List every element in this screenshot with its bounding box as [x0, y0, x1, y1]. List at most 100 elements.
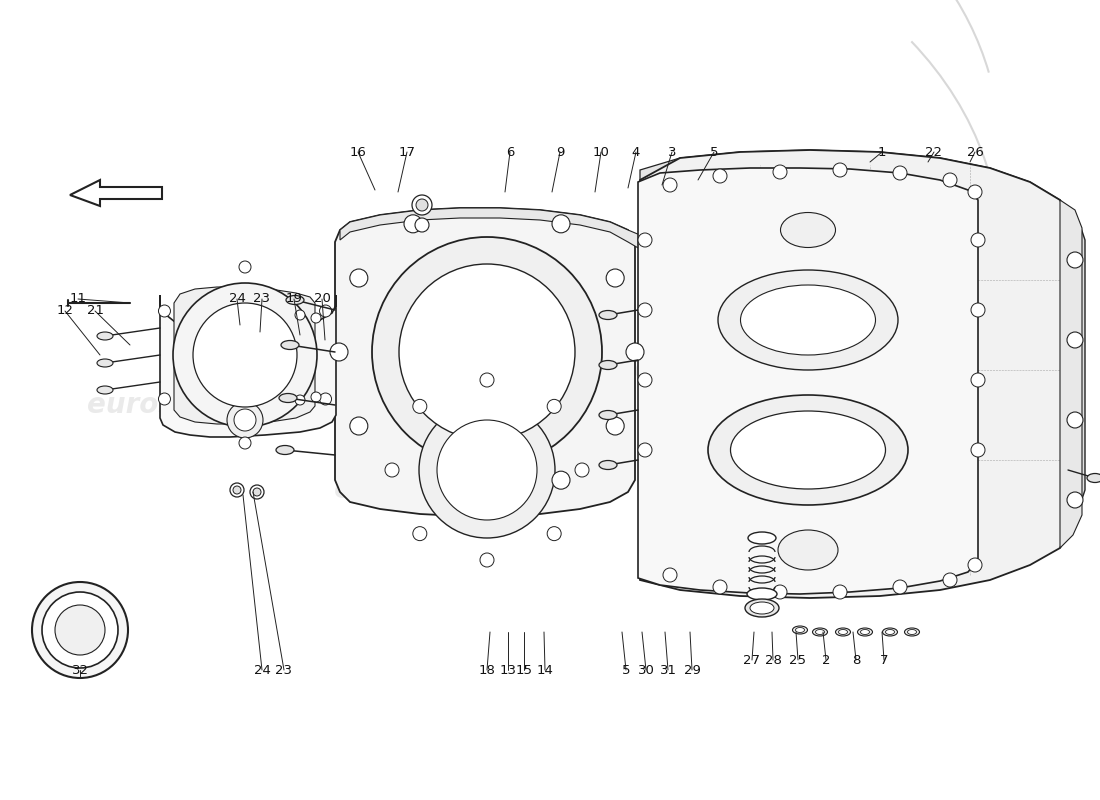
Text: 20: 20 — [314, 293, 330, 306]
Circle shape — [943, 573, 957, 587]
Circle shape — [42, 592, 118, 668]
Circle shape — [552, 471, 570, 489]
Text: 8: 8 — [851, 654, 860, 666]
Text: 23: 23 — [253, 293, 271, 306]
Circle shape — [663, 568, 676, 582]
Ellipse shape — [838, 630, 847, 634]
Circle shape — [480, 553, 494, 567]
Circle shape — [968, 185, 982, 199]
Ellipse shape — [747, 588, 777, 600]
Circle shape — [480, 373, 494, 387]
Circle shape — [234, 409, 256, 431]
Circle shape — [971, 233, 984, 247]
Text: 21: 21 — [87, 305, 103, 318]
Ellipse shape — [778, 530, 838, 570]
Circle shape — [385, 463, 399, 477]
Text: 18: 18 — [478, 663, 495, 677]
Polygon shape — [1060, 200, 1082, 548]
Circle shape — [239, 437, 251, 449]
Circle shape — [295, 395, 305, 405]
Ellipse shape — [730, 411, 886, 489]
Text: 11: 11 — [69, 293, 87, 306]
Circle shape — [437, 420, 537, 520]
Circle shape — [552, 215, 570, 233]
Text: 28: 28 — [764, 654, 781, 666]
Circle shape — [319, 305, 331, 317]
Circle shape — [833, 163, 847, 177]
Circle shape — [412, 526, 427, 541]
Text: 3: 3 — [668, 146, 676, 158]
Text: 24: 24 — [229, 293, 245, 306]
Text: 16: 16 — [350, 146, 366, 158]
Circle shape — [968, 558, 982, 572]
Ellipse shape — [280, 341, 299, 350]
Circle shape — [638, 303, 652, 317]
Circle shape — [547, 399, 561, 414]
Circle shape — [416, 199, 428, 211]
Circle shape — [311, 313, 321, 323]
Circle shape — [638, 373, 652, 387]
Circle shape — [638, 233, 652, 247]
Text: 7: 7 — [880, 654, 889, 666]
Ellipse shape — [600, 310, 617, 319]
Ellipse shape — [97, 359, 113, 367]
Polygon shape — [174, 287, 315, 424]
Circle shape — [399, 264, 575, 440]
Circle shape — [319, 393, 331, 405]
Circle shape — [311, 392, 321, 402]
Ellipse shape — [858, 628, 872, 636]
Circle shape — [253, 488, 261, 496]
Circle shape — [971, 373, 984, 387]
Circle shape — [713, 169, 727, 183]
Ellipse shape — [781, 213, 836, 247]
Text: 26: 26 — [967, 146, 983, 158]
Text: 14: 14 — [537, 663, 553, 677]
Ellipse shape — [279, 394, 297, 402]
Polygon shape — [336, 208, 635, 516]
Ellipse shape — [904, 628, 920, 636]
Ellipse shape — [750, 602, 774, 614]
Circle shape — [773, 165, 786, 179]
Polygon shape — [1068, 215, 1085, 532]
Polygon shape — [340, 208, 660, 260]
Circle shape — [575, 463, 589, 477]
Circle shape — [55, 605, 104, 655]
Circle shape — [330, 343, 348, 361]
Circle shape — [173, 283, 317, 427]
Ellipse shape — [718, 270, 898, 370]
Text: eurospares: eurospares — [333, 281, 527, 310]
Circle shape — [638, 443, 652, 457]
Text: 2: 2 — [822, 654, 830, 666]
Circle shape — [372, 237, 602, 467]
Text: eurospares: eurospares — [634, 355, 826, 385]
Text: 22: 22 — [925, 146, 943, 158]
Ellipse shape — [860, 630, 869, 634]
Ellipse shape — [97, 386, 113, 394]
Circle shape — [419, 402, 556, 538]
Circle shape — [404, 215, 422, 233]
Text: 10: 10 — [593, 146, 609, 158]
Text: eurospares: eurospares — [87, 391, 263, 419]
Text: 31: 31 — [660, 663, 676, 677]
Polygon shape — [640, 150, 1068, 225]
Circle shape — [1067, 332, 1084, 348]
Circle shape — [547, 526, 561, 541]
Circle shape — [893, 166, 907, 180]
Polygon shape — [160, 295, 336, 437]
Circle shape — [350, 417, 367, 435]
Circle shape — [350, 269, 367, 287]
Polygon shape — [640, 150, 1068, 598]
Circle shape — [833, 585, 847, 599]
Ellipse shape — [815, 630, 825, 634]
Circle shape — [971, 303, 984, 317]
Text: 4: 4 — [631, 146, 640, 158]
Ellipse shape — [740, 285, 876, 355]
Circle shape — [32, 582, 128, 678]
Circle shape — [192, 303, 297, 407]
Text: 25: 25 — [790, 654, 806, 666]
Ellipse shape — [748, 532, 775, 544]
Ellipse shape — [836, 628, 850, 636]
Circle shape — [606, 269, 624, 287]
Text: 5: 5 — [710, 146, 718, 158]
Text: 5: 5 — [621, 663, 630, 677]
